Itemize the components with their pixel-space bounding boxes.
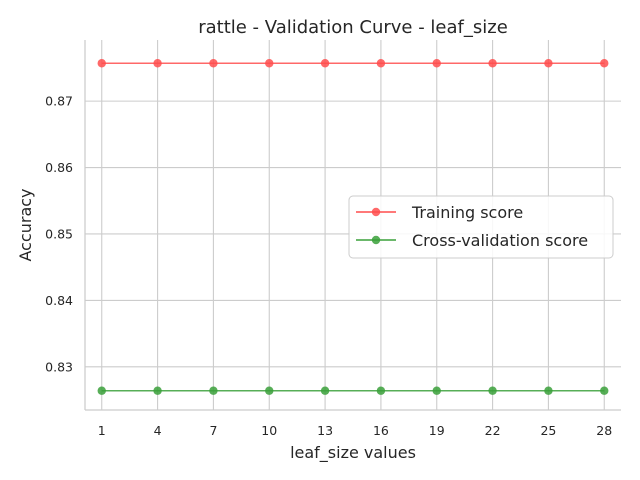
data-point — [600, 386, 609, 395]
y-tick-label: 0.85 — [45, 226, 73, 241]
x-tick-label: 7 — [209, 423, 217, 438]
legend-marker — [371, 235, 381, 245]
data-point — [544, 59, 553, 68]
data-point — [97, 386, 106, 395]
y-tick-label: 0.86 — [45, 160, 73, 175]
legend-marker — [371, 207, 381, 217]
x-tick-label: 25 — [540, 423, 556, 438]
x-tick-label: 13 — [317, 423, 333, 438]
x-tick-label: 4 — [154, 423, 162, 438]
data-point — [432, 386, 441, 395]
data-point — [600, 59, 609, 68]
data-point — [320, 59, 330, 68]
legend-label: Training score — [411, 203, 523, 222]
x-tick-label: 28 — [596, 423, 612, 438]
series-cross-validation-score — [97, 386, 609, 395]
data-point — [320, 386, 330, 395]
y-tick-label: 0.84 — [45, 293, 73, 308]
x-tick-labels: 1 4 7 10 13 16 19 22 25 28 — [98, 423, 612, 438]
data-point — [209, 59, 218, 68]
chart-title: rattle - Validation Curve - leaf_size — [198, 17, 508, 38]
data-point — [153, 59, 162, 68]
data-point — [376, 59, 386, 68]
x-tick-label: 16 — [373, 423, 389, 438]
x-tick-label: 1 — [98, 423, 106, 438]
data-point — [209, 386, 218, 395]
y-axis-label: Accuracy — [16, 188, 35, 261]
x-tick-label: 22 — [485, 423, 501, 438]
data-point — [488, 386, 497, 395]
data-point — [153, 386, 162, 395]
data-point — [544, 386, 553, 395]
x-axis-label: leaf_size values — [290, 443, 416, 463]
series-training-score — [97, 59, 609, 68]
legend-box — [348, 195, 614, 259]
data-point — [376, 386, 386, 395]
x-tick-label: 19 — [429, 423, 445, 438]
data-point — [432, 59, 441, 68]
data-point — [97, 59, 106, 68]
legend: Training score Cross-validation score — [348, 195, 614, 259]
legend-label: Cross-validation score — [412, 231, 588, 250]
data-point — [488, 59, 497, 68]
data-point — [265, 59, 274, 68]
y-tick-label: 0.87 — [45, 94, 73, 109]
y-tick-label: 0.83 — [45, 359, 73, 374]
x-tick-label: 10 — [261, 423, 277, 438]
data-point — [265, 386, 274, 395]
y-tick-labels: 0.83 0.84 0.85 0.86 0.87 — [45, 94, 73, 375]
series-layer — [97, 59, 609, 395]
